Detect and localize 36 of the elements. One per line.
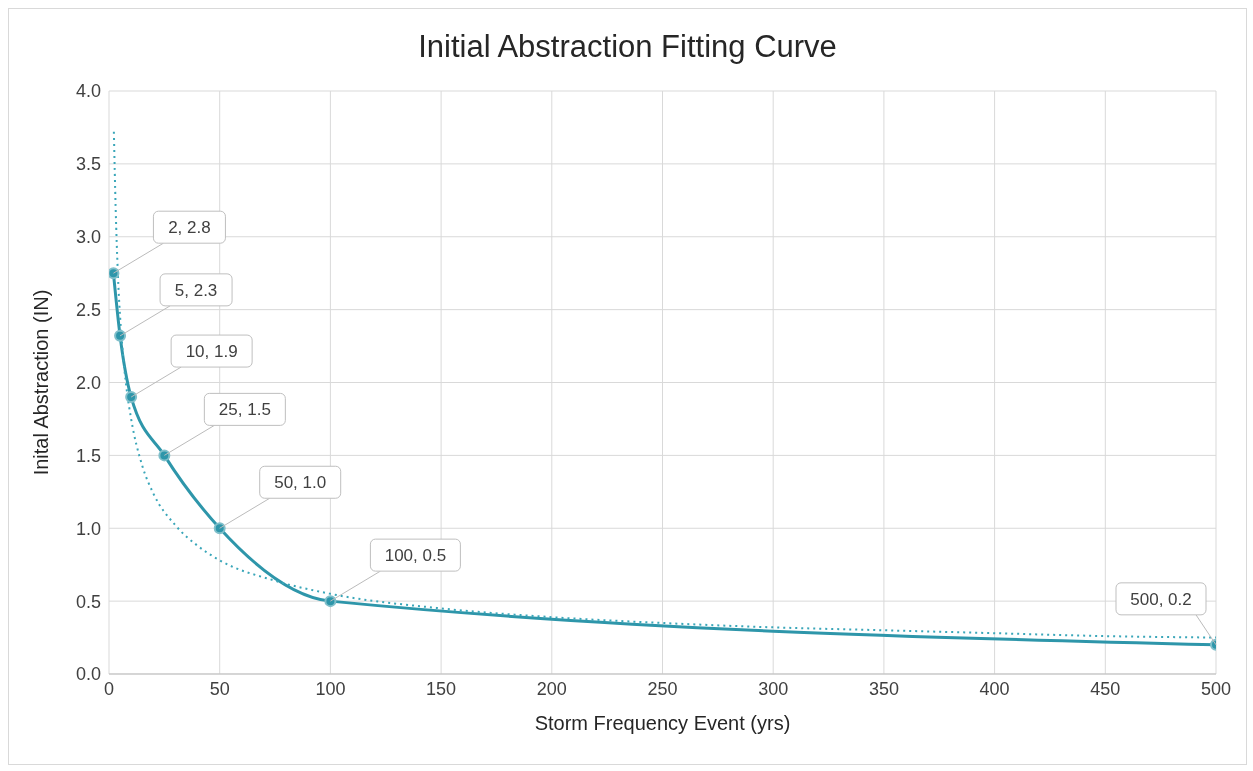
- x-tick-label: 0: [103, 678, 115, 699]
- x-tick-label: 350: [868, 678, 899, 699]
- y-tick-label: 0.5: [75, 591, 101, 612]
- data-label: 25, 1.5: [218, 400, 271, 420]
- point: [324, 595, 337, 608]
- y-tick-label: 1.0: [75, 518, 101, 539]
- y-tick-label: 2.0: [75, 372, 101, 393]
- x-tick-label: 150: [426, 678, 457, 699]
- data-label: 5, 2.3: [174, 280, 218, 300]
- y-tick-label: 0.0: [75, 664, 101, 685]
- x-tick-label: 500: [1200, 678, 1232, 699]
- data-label: 10, 1.9: [185, 342, 238, 362]
- x-tick-label: 450: [1090, 678, 1121, 699]
- chart-title: Initial Abstraction Fitting Curve: [417, 28, 838, 66]
- data-label: 50, 1.0: [274, 473, 327, 493]
- x-tick-label: 100: [315, 678, 346, 699]
- point: [158, 449, 171, 462]
- x-tick-label: 50: [209, 678, 230, 699]
- y-tick-label: 3.5: [75, 154, 101, 175]
- data-label: 100, 0.5: [384, 546, 447, 566]
- point: [114, 329, 127, 342]
- y-axis-title: Inital Abstraction (IN): [30, 289, 53, 476]
- point: [125, 391, 138, 404]
- x-tick-label: 200: [536, 678, 567, 699]
- y-tick-label: 2.5: [75, 300, 101, 321]
- point: [213, 522, 226, 535]
- y-tick-label: 1.5: [75, 445, 101, 466]
- x-tick-label: 400: [979, 678, 1010, 699]
- x-tick-label: 300: [758, 678, 789, 699]
- data-label: 500, 0.2: [1130, 589, 1192, 609]
- y-tick-label: 3.0: [75, 227, 101, 248]
- y-tick-label: 4.0: [75, 81, 101, 102]
- x-axis-title: Storm Frequency Event (yrs): [534, 712, 791, 734]
- x-tick-label: 250: [647, 678, 678, 699]
- data-label: 2, 2.8: [168, 218, 211, 238]
- point: [109, 267, 120, 280]
